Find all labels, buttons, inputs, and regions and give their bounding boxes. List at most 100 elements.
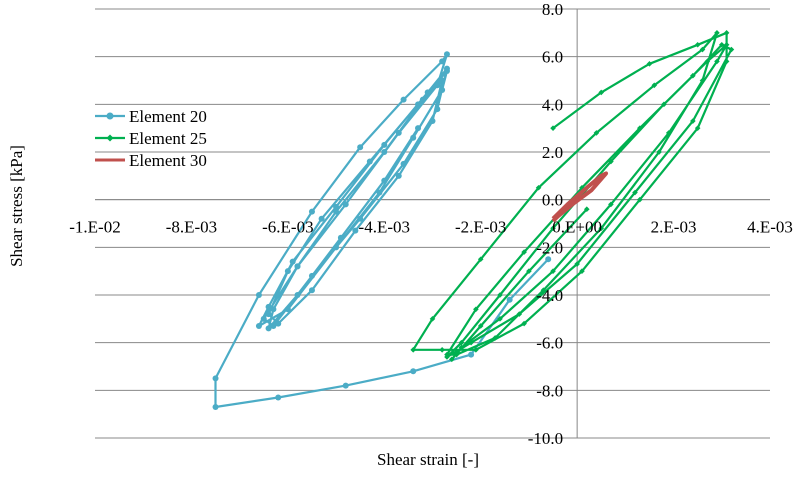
series-1-point-3 bbox=[694, 41, 701, 48]
series-1-point-6 bbox=[694, 125, 701, 131]
series-1-point-51 bbox=[497, 316, 503, 322]
series-0-point-33 bbox=[376, 189, 383, 196]
x-tick-label-0: -1.E-02 bbox=[69, 218, 120, 237]
series-0-point-2 bbox=[468, 351, 475, 358]
series-1-point-20 bbox=[699, 77, 706, 84]
series-1-point-41 bbox=[497, 292, 503, 298]
series-0-point-1 bbox=[506, 296, 513, 303]
y-tick-label-1: 6.0 bbox=[542, 48, 563, 67]
series-1-point-21 bbox=[656, 149, 662, 155]
series-0-point-13 bbox=[443, 51, 450, 58]
series-1-point-40 bbox=[458, 339, 465, 346]
series-0-point-48 bbox=[419, 96, 426, 103]
y-tick-label-8: -8.0 bbox=[536, 381, 563, 400]
series-1-point-30 bbox=[637, 125, 643, 131]
series-1-point-18 bbox=[699, 46, 706, 53]
series-0-point-18 bbox=[260, 315, 267, 322]
y-tick-label-3: 2.0 bbox=[542, 143, 563, 162]
series-1-point-50 bbox=[550, 268, 556, 274]
legend-label-1: Element 25 bbox=[129, 129, 207, 148]
series-1-point-4 bbox=[723, 30, 730, 36]
series-0-point-41 bbox=[265, 311, 272, 318]
series-1-point-33 bbox=[728, 46, 735, 53]
series-1-point-19 bbox=[714, 30, 720, 36]
legend-marker-0 bbox=[106, 112, 114, 120]
series-1-point-48 bbox=[665, 130, 672, 136]
series-1-point-43 bbox=[608, 158, 614, 165]
series-0-point-8 bbox=[255, 292, 262, 298]
series-0-point-54 bbox=[294, 292, 301, 298]
series-0-point-21 bbox=[357, 215, 364, 222]
series-0-point-4 bbox=[342, 382, 349, 389]
series-0-point-42 bbox=[275, 320, 282, 327]
series-1-point-1 bbox=[598, 89, 605, 96]
series-1-point-47 bbox=[714, 58, 720, 65]
series-1-point-12 bbox=[410, 347, 417, 353]
series-0-point-50 bbox=[333, 208, 340, 215]
series-0-point-29 bbox=[265, 303, 272, 310]
series-1-point-28 bbox=[521, 249, 527, 255]
series-1-point-0 bbox=[550, 125, 556, 131]
series-0-point-34 bbox=[410, 134, 417, 141]
series-1-point-24 bbox=[492, 335, 498, 341]
x-tick-label-5: 0.E+00 bbox=[552, 218, 602, 237]
x-tick-label-4: -2.E-03 bbox=[455, 218, 506, 237]
x-tick-label-6: 2.E-03 bbox=[651, 218, 697, 237]
series-1-point-8 bbox=[579, 268, 585, 274]
series-0-point-7 bbox=[212, 375, 219, 382]
series-0-point-39 bbox=[318, 215, 325, 222]
series-0-point-22 bbox=[400, 160, 407, 167]
series-1-point-11 bbox=[439, 347, 445, 353]
series-0-point-9 bbox=[308, 208, 315, 215]
series-1-point-53 bbox=[448, 356, 455, 363]
series-line-2 bbox=[551, 171, 609, 223]
series-1-point-38 bbox=[468, 339, 474, 346]
series-0-point-49 bbox=[381, 149, 388, 155]
series-0-point-31 bbox=[284, 306, 291, 313]
series-1-point-32 bbox=[718, 41, 725, 48]
x-tick-label-1: -8.E-03 bbox=[166, 218, 217, 237]
series-1-point-22 bbox=[598, 225, 605, 232]
series-0-point-6 bbox=[212, 404, 219, 411]
y-tick-label-5: -2.0 bbox=[536, 238, 563, 257]
y-tick-label-2: 4.0 bbox=[542, 95, 563, 114]
series-1-point-36 bbox=[574, 261, 580, 267]
series-1-point-5 bbox=[723, 58, 730, 65]
x-tick-label-7: 4.E-03 bbox=[747, 218, 793, 237]
y-tick-label-7: -6.0 bbox=[536, 334, 563, 353]
series-1-point-34 bbox=[690, 118, 696, 124]
series-0-point-46 bbox=[429, 118, 436, 125]
series-0-point-30 bbox=[255, 322, 262, 329]
y-tick-label-0: 8.0 bbox=[542, 0, 563, 19]
series-0-point-19 bbox=[270, 322, 277, 329]
series-1-point-54 bbox=[477, 323, 484, 329]
series-1-point-42 bbox=[550, 225, 556, 232]
series-0-point-0 bbox=[545, 256, 552, 263]
series-0-point-20 bbox=[308, 272, 315, 279]
series-0-point-52 bbox=[270, 306, 277, 313]
legend-label-0: Element 20 bbox=[129, 107, 207, 126]
series-1-point-14 bbox=[477, 256, 484, 263]
y-tick-label-9: -10.0 bbox=[528, 429, 563, 448]
series-1-point-15 bbox=[535, 184, 542, 191]
series-0-point-40 bbox=[284, 268, 291, 275]
series-0-point-45 bbox=[395, 172, 402, 179]
series-1-point-17 bbox=[651, 82, 658, 89]
legend: Element 20 Element 25 Element 30 bbox=[95, 107, 207, 170]
series-0-point-36 bbox=[443, 67, 450, 74]
series-1-point-52 bbox=[458, 344, 465, 351]
series-1-point-25 bbox=[453, 351, 460, 358]
series-1-point-37 bbox=[516, 311, 523, 317]
series-1-point-31 bbox=[690, 72, 696, 79]
series-0-point-15 bbox=[395, 129, 402, 136]
series-1-point-56 bbox=[583, 206, 590, 212]
series-0-point-43 bbox=[308, 287, 315, 294]
y-tick-label-6: -4.0 bbox=[536, 286, 563, 305]
y-tick-label-4: 0.0 bbox=[542, 191, 563, 210]
series-1-point-49 bbox=[608, 201, 614, 208]
series-1-point-10 bbox=[473, 347, 479, 353]
series-0-point-37 bbox=[415, 101, 422, 108]
series-0-point-27 bbox=[333, 203, 340, 210]
